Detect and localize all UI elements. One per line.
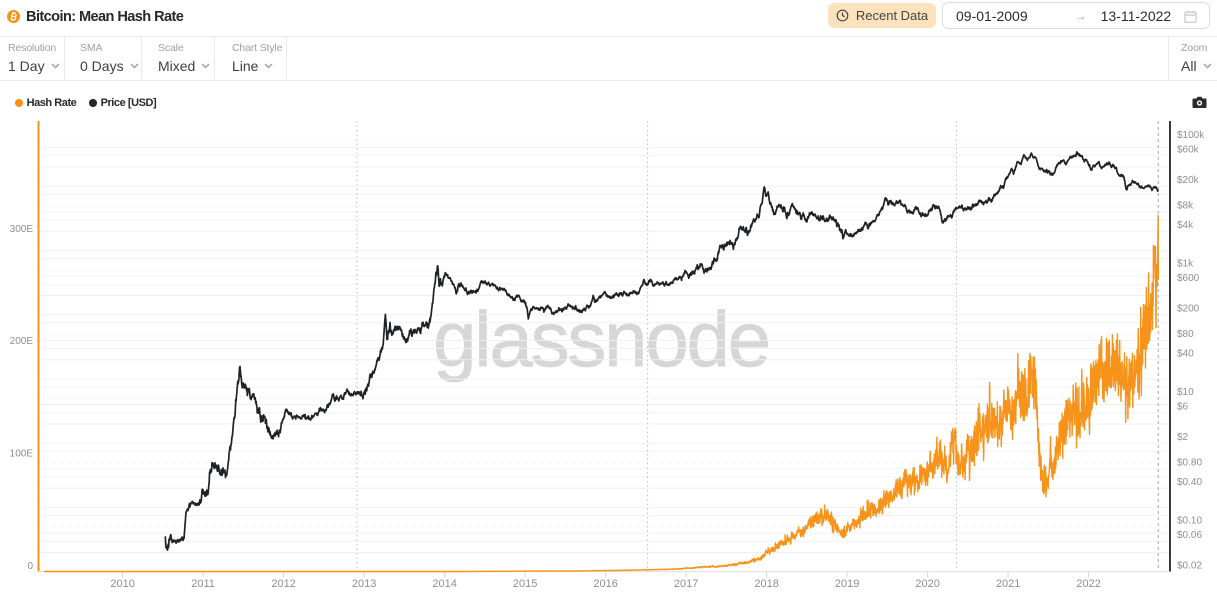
svg-text:$1k: $1k: [1177, 259, 1194, 270]
svg-text:2011: 2011: [191, 578, 215, 590]
svg-text:$100k: $100k: [1177, 130, 1205, 141]
svg-text:$0.06: $0.06: [1177, 530, 1202, 541]
svg-text:2012: 2012: [271, 578, 295, 590]
svg-text:300E: 300E: [10, 224, 34, 235]
svg-text:2013: 2013: [352, 578, 376, 590]
svg-text:$0.02: $0.02: [1177, 561, 1202, 572]
svg-text:$20k: $20k: [1177, 175, 1200, 186]
svg-text:2019: 2019: [835, 578, 859, 590]
svg-text:100E: 100E: [10, 449, 34, 460]
svg-text:2020: 2020: [915, 578, 939, 590]
svg-text:$0.40: $0.40: [1177, 477, 1202, 488]
svg-text:0: 0: [27, 561, 33, 572]
svg-text:$2: $2: [1177, 432, 1189, 443]
svg-text:$6: $6: [1177, 402, 1189, 413]
svg-text:$4k: $4k: [1177, 220, 1194, 231]
svg-text:$10: $10: [1177, 387, 1194, 398]
svg-text:2014: 2014: [432, 578, 456, 590]
svg-text:$200: $200: [1177, 304, 1200, 315]
svg-text:$40: $40: [1177, 349, 1194, 360]
svg-text:2022: 2022: [1076, 578, 1100, 590]
svg-text:2021: 2021: [996, 578, 1020, 590]
svg-text:$0.80: $0.80: [1177, 458, 1202, 469]
svg-text:2015: 2015: [513, 578, 537, 590]
svg-text:$80: $80: [1177, 329, 1194, 340]
svg-text:$0.10: $0.10: [1177, 516, 1202, 527]
svg-text:2010: 2010: [110, 578, 134, 590]
svg-text:2017: 2017: [674, 578, 698, 590]
svg-text:$600: $600: [1177, 273, 1200, 284]
svg-text:glassnode: glassnode: [433, 295, 769, 383]
svg-text:$60k: $60k: [1177, 145, 1200, 156]
svg-text:200E: 200E: [10, 336, 34, 347]
svg-text:2016: 2016: [593, 578, 617, 590]
svg-text:$8k: $8k: [1177, 201, 1194, 212]
svg-text:2018: 2018: [754, 578, 778, 590]
